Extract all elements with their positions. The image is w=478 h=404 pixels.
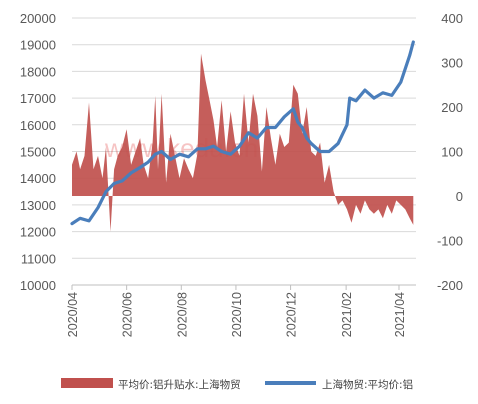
legend-label-price: 上海物贸:平均价:铝 xyxy=(322,378,413,391)
left-y-axis: 10000 11000 12000 13000 14000 15000 16000 17000… xyxy=(20,11,56,293)
right-tick-label: -100 xyxy=(437,234,463,249)
left-tick-label: 18000 xyxy=(20,64,56,79)
x-tick-label: 2020/12 xyxy=(285,292,299,337)
left-tick-label: 15000 xyxy=(20,145,56,160)
price-line-series xyxy=(70,40,415,226)
x-tick-label: 2020/10 xyxy=(230,292,244,337)
x-tick-label: 2020/08 xyxy=(175,292,189,337)
left-tick-label: 13000 xyxy=(20,198,56,213)
x-tick-label: 2021/02 xyxy=(340,292,354,337)
x-tick-label: 2021/04 xyxy=(393,292,407,337)
right-tick-label: 0 xyxy=(456,189,463,204)
price-line xyxy=(70,40,415,226)
right-tick-label: 100 xyxy=(441,145,463,160)
right-tick-label: 300 xyxy=(441,56,463,71)
x-tick-label: 2020/04 xyxy=(66,292,80,337)
legend: 平均价:铝升贴水:上海物贸 上海物贸:平均价:铝 xyxy=(61,378,413,391)
right-y-axis: -200 -100 0 100 200 300 400 xyxy=(437,11,463,293)
left-tick-label: 14000 xyxy=(20,171,56,186)
legend-swatch-premium xyxy=(61,378,113,388)
left-tick-label: 10000 xyxy=(20,278,56,293)
left-tick-label: 16000 xyxy=(20,118,56,133)
x-tick-label: 2020/06 xyxy=(121,292,135,337)
left-tick-label: 12000 xyxy=(20,225,56,240)
right-tick-label: -200 xyxy=(437,278,463,293)
right-tick-label: 400 xyxy=(441,11,463,26)
legend-label-premium: 平均价:铝升贴水:上海物贸 xyxy=(118,378,241,391)
left-tick-label: 11000 xyxy=(21,251,56,266)
left-tick-label: 17000 xyxy=(20,91,56,106)
right-tick-label: 200 xyxy=(441,100,463,115)
x-axis: 2020/04 2020/06 2020/08 2020/10 2020/12 2021/… xyxy=(66,284,416,337)
left-tick-label: 19000 xyxy=(20,38,56,53)
left-tick-label: 20000 xyxy=(20,11,56,26)
